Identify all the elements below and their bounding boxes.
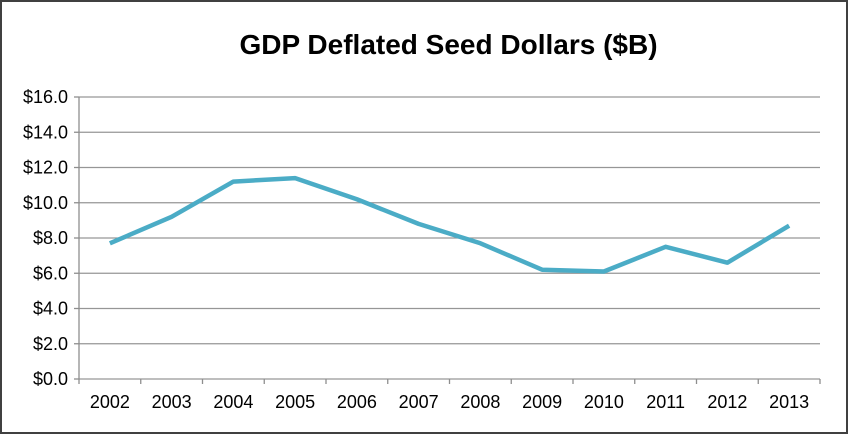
y-axis-tick-label: $10.0	[23, 193, 68, 213]
y-axis-tick-label: $2.0	[33, 334, 68, 354]
x-axis-tick-label: 2007	[399, 392, 439, 412]
x-axis-tick-label: 2010	[584, 392, 624, 412]
x-axis-tick-label: 2013	[769, 392, 809, 412]
y-axis-tick-label: $16.0	[23, 87, 68, 107]
x-axis-tick-label: 2012	[707, 392, 747, 412]
x-axis-tick-label: 2011	[646, 392, 685, 412]
x-axis-tick-label: 2009	[522, 392, 562, 412]
x-axis-tick-label: 2002	[90, 392, 130, 412]
y-axis-tick-label: $0.0	[33, 369, 68, 389]
chart-title: GDP Deflated Seed Dollars ($B)	[239, 29, 658, 60]
y-axis-tick-label: $8.0	[33, 228, 68, 248]
x-axis-tick-label: 2004	[213, 392, 253, 412]
y-axis-tick-label: $4.0	[33, 299, 68, 319]
x-axis-tick-label: 2008	[460, 392, 500, 412]
x-axis-tick-label: 2005	[275, 392, 315, 412]
x-axis-tick-label: 2006	[337, 392, 377, 412]
y-axis-tick-label: $12.0	[23, 158, 68, 178]
x-axis-tick-label: 2003	[152, 392, 192, 412]
series-line	[108, 175, 791, 274]
y-axis-tick-label: $6.0	[33, 263, 68, 283]
y-axis-tick-label: $14.0	[23, 122, 68, 142]
